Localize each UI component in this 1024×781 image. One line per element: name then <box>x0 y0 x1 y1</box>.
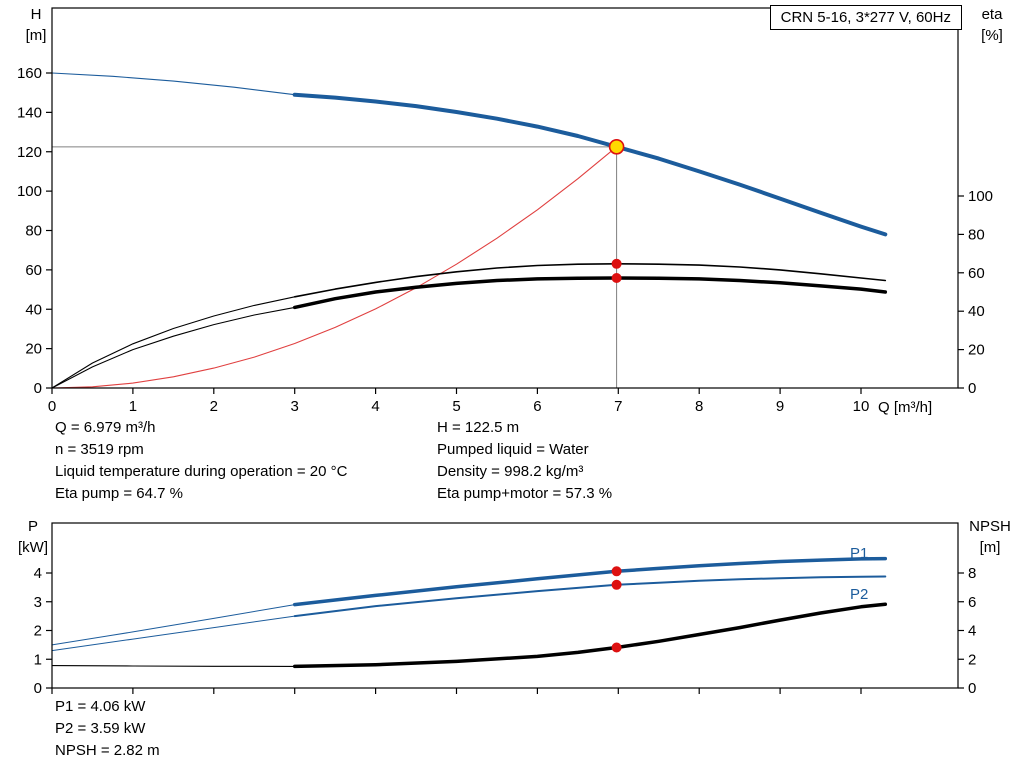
series-eta-pump-motor <box>292 276 888 310</box>
tick-label: 0 <box>34 680 42 697</box>
tick-label: 6 <box>533 398 541 415</box>
y-left-axis-title-top: H [m] <box>14 4 58 46</box>
tick-label: 160 <box>17 65 42 82</box>
duty-info-right-column: H = 122.5 m Pumped liquid = Water Densit… <box>437 417 612 505</box>
tick-label: 140 <box>17 104 42 121</box>
info-line-p1: P1 = 4.06 kW <box>55 698 146 715</box>
tick-label: 80 <box>968 226 985 243</box>
tick-label: 2 <box>968 651 976 668</box>
series-p2 <box>293 575 887 618</box>
y-left-axis-title-bottom: P [kW] <box>8 516 58 558</box>
series-system-curve <box>51 146 618 389</box>
tick-label: 40 <box>968 303 985 320</box>
tick-label: 0 <box>34 380 42 397</box>
axis-title-line: [kW] <box>18 539 48 556</box>
series-eta-pump-motor-thin <box>51 306 296 389</box>
tick-label: 0 <box>48 398 56 415</box>
tick-label: 0 <box>968 680 976 697</box>
info-line-eta-pump: Eta pump = 64.7 % <box>55 485 183 502</box>
info-line-q: Q = 6.979 m³/h <box>55 419 156 436</box>
series-p1-thin <box>51 604 296 646</box>
p2-series-label: P2 <box>850 586 869 603</box>
duty-point-marker[interactable] <box>608 139 625 155</box>
tick-label: 4 <box>968 623 976 640</box>
tick-label: 8 <box>695 398 703 415</box>
tick-label: 1 <box>34 651 42 668</box>
tick-label: 100 <box>17 183 42 200</box>
info-line-liquid: Pumped liquid = Water <box>437 441 589 458</box>
x-axis-title: Q [m³/h] <box>878 399 933 416</box>
duty-info-left-column: Q = 6.979 m³/h n = 3519 rpm Liquid tempe… <box>55 417 347 505</box>
tick-label: 80 <box>25 223 42 240</box>
series-head-curve <box>292 92 888 237</box>
info-line-p2: P2 = 3.59 kW <box>55 720 146 737</box>
axis-title-line: P <box>27 518 38 535</box>
series-npsh-thin <box>51 665 296 667</box>
info-line-npsh: NPSH = 2.82 m <box>55 742 160 759</box>
y-right-axis-title-bottom: NPSH [m] <box>960 516 1020 558</box>
p2-dot-marker <box>611 579 622 590</box>
series-p1 <box>292 556 888 607</box>
eta-pump-dot-marker <box>611 258 622 269</box>
tick-label: 8 <box>968 565 976 582</box>
tick-label: 100 <box>968 188 993 205</box>
eta-pump-motor-dot-marker <box>611 273 622 283</box>
tick-label: 2 <box>34 623 42 640</box>
info-line-density: Density = 998.2 kg/m³ <box>437 463 584 480</box>
p1-series-label: P1 <box>850 545 869 562</box>
tick-label: 4 <box>34 565 42 582</box>
power-info-column: P1 = 4.06 kW P2 = 3.59 kW NPSH = 2.82 m <box>55 696 160 762</box>
tick-label: 9 <box>776 398 784 415</box>
tick-label: 1 <box>129 398 137 415</box>
tick-label: 2 <box>210 398 218 415</box>
tick-label: 4 <box>371 398 379 415</box>
tick-label: 5 <box>452 398 460 415</box>
axis-title-line: H <box>30 6 42 23</box>
axis-title-line: [%] <box>981 27 1003 44</box>
tick-label: 3 <box>291 398 299 415</box>
tick-label: 40 <box>25 301 42 318</box>
info-line-rpm: n = 3519 rpm <box>55 441 144 458</box>
tick-label: 60 <box>968 265 985 282</box>
series-eta-pump <box>293 262 887 298</box>
series-eta-pump-thin <box>51 296 296 389</box>
axis-title-line: [m] <box>979 539 1001 556</box>
axis-title-line: NPSH <box>969 518 1011 535</box>
tick-label: 10 <box>853 398 870 415</box>
series-npsh <box>292 602 888 669</box>
info-line-temperature: Liquid temperature during operation = 20… <box>55 463 348 480</box>
plot-border <box>51 522 959 689</box>
axis-title-line: eta <box>981 6 1003 23</box>
tick-label: 60 <box>25 262 42 279</box>
tick-label: 0 <box>968 380 976 397</box>
axis-title-line: [m] <box>25 27 47 44</box>
tick-label: 20 <box>25 341 42 358</box>
pump-title: CRN 5-16, 3*277 V, 60Hz <box>780 9 951 26</box>
series-p2-thin <box>51 615 296 652</box>
tick-label: 20 <box>968 342 985 359</box>
tick-label: 6 <box>968 594 976 611</box>
plot-border <box>51 7 959 389</box>
tick-label: 3 <box>34 594 42 611</box>
p1-dot-marker <box>611 566 622 577</box>
tick-label: 120 <box>17 144 42 161</box>
y-right-axis-title-top: eta [%] <box>966 4 1018 46</box>
series-head-curve-thin <box>51 72 296 96</box>
info-line-head: H = 122.5 m <box>437 419 520 436</box>
pump-title-box: CRN 5-16, 3*277 V, 60Hz <box>769 5 962 30</box>
info-line-eta-pump-motor: Eta pump+motor = 57.3 % <box>437 485 613 502</box>
npsh-dot-marker <box>611 642 622 653</box>
tick-label: 7 <box>614 398 622 415</box>
